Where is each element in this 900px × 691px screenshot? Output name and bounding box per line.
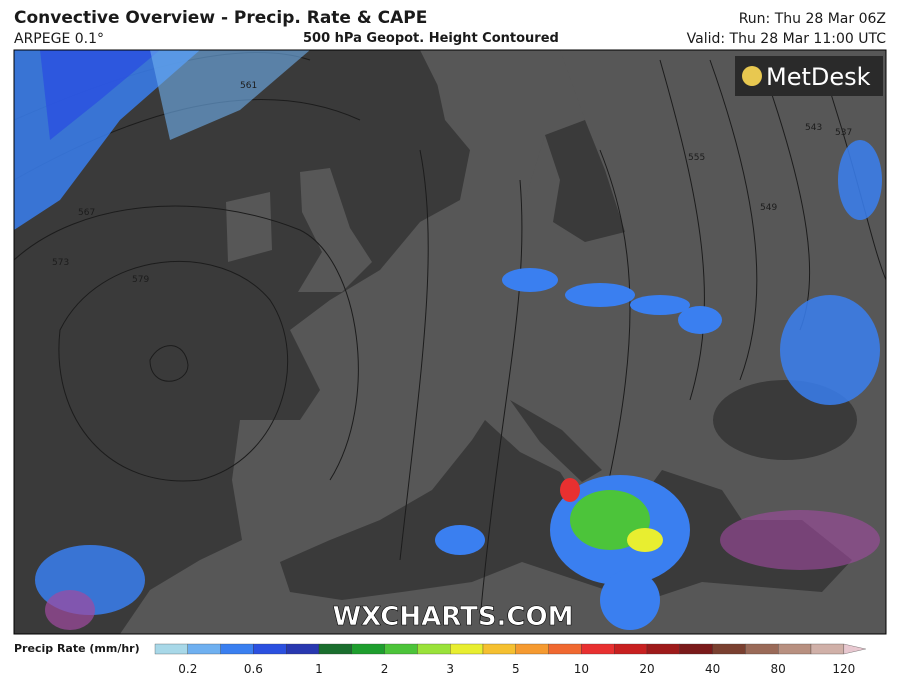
- colorbar-tick-label: 80: [771, 662, 786, 676]
- colorbar-segment: [614, 643, 648, 655]
- contour-label: 537: [835, 128, 852, 138]
- colorbar-tick-label: 5: [512, 662, 520, 676]
- scandinavia: [420, 50, 585, 200]
- colorbar-segment: [548, 643, 582, 655]
- contour-label: 561: [240, 81, 257, 91]
- brand-logo: [742, 66, 762, 86]
- watermark: WXCHARTS.COM: [332, 602, 573, 632]
- colorbar-tick-label: 3: [446, 662, 454, 676]
- colorbar-segment: [712, 643, 746, 655]
- run-time: Run: Thu 28 Mar 06Z: [738, 11, 886, 27]
- colorbar-tick-label: 0.6: [244, 662, 263, 676]
- atlantic-ocean: [14, 50, 470, 634]
- contour-label: 567: [78, 208, 95, 218]
- colorbar-segment: [187, 643, 221, 655]
- colorbar-label: Precip Rate (mm/hr): [14, 642, 140, 655]
- colorbar-arrow: [843, 643, 866, 655]
- colorbar-segment: [220, 643, 254, 655]
- colorbar-segment: [581, 643, 615, 655]
- colorbar-segment: [679, 643, 713, 655]
- ireland: [226, 192, 272, 262]
- adriatic-sea: [510, 400, 602, 482]
- precipitation: [14, 50, 882, 630]
- title: Convective Overview - Precip. Rate & CAP…: [14, 8, 428, 28]
- colorbar-tick-label: 1: [315, 662, 323, 676]
- colorbar-segment: [154, 643, 188, 655]
- model-name: ARPEGE 0.1°: [14, 31, 105, 47]
- colorbar-tick-label: 40: [705, 662, 720, 676]
- map-frame: [13, 49, 887, 635]
- colorbar-tick-label: 20: [639, 662, 654, 676]
- colorbar-tick-label: 10: [574, 662, 589, 676]
- contour-label: 549: [760, 203, 777, 213]
- colorbar-segment: [286, 643, 320, 655]
- colorbar-tick-label: 120: [832, 662, 855, 676]
- colorbar-tick-label: 2: [381, 662, 389, 676]
- subtitle: 500 hPa Geopot. Height Contoured: [303, 31, 559, 46]
- contour-label: 555: [688, 153, 705, 163]
- colorbar-segment: [778, 643, 812, 655]
- great-britain: [298, 168, 372, 292]
- brand: MetDesk: [766, 63, 871, 91]
- colorbar-segment: [384, 643, 418, 655]
- colorbar-tick-label: 0.2: [178, 662, 197, 676]
- colorbar-segment: [745, 643, 779, 655]
- colorbar-segment: [810, 643, 844, 655]
- contour-label: 579: [132, 275, 149, 285]
- colorbar-segment: [482, 643, 516, 655]
- colorbar-segment: [351, 643, 385, 655]
- colorbar-segment: [318, 643, 352, 655]
- contour-label: 543: [805, 123, 822, 133]
- colorbar-segment: [417, 643, 451, 655]
- colorbar-segment: [253, 643, 287, 655]
- contour-label: 573: [52, 258, 69, 268]
- colorbar-segment: [646, 643, 680, 655]
- baltic-sea: [545, 120, 625, 242]
- colorbar-segment: [515, 643, 549, 655]
- valid-time: Valid: Thu 28 Mar 11:00 UTC: [686, 31, 886, 47]
- colorbar-segment: [450, 643, 484, 655]
